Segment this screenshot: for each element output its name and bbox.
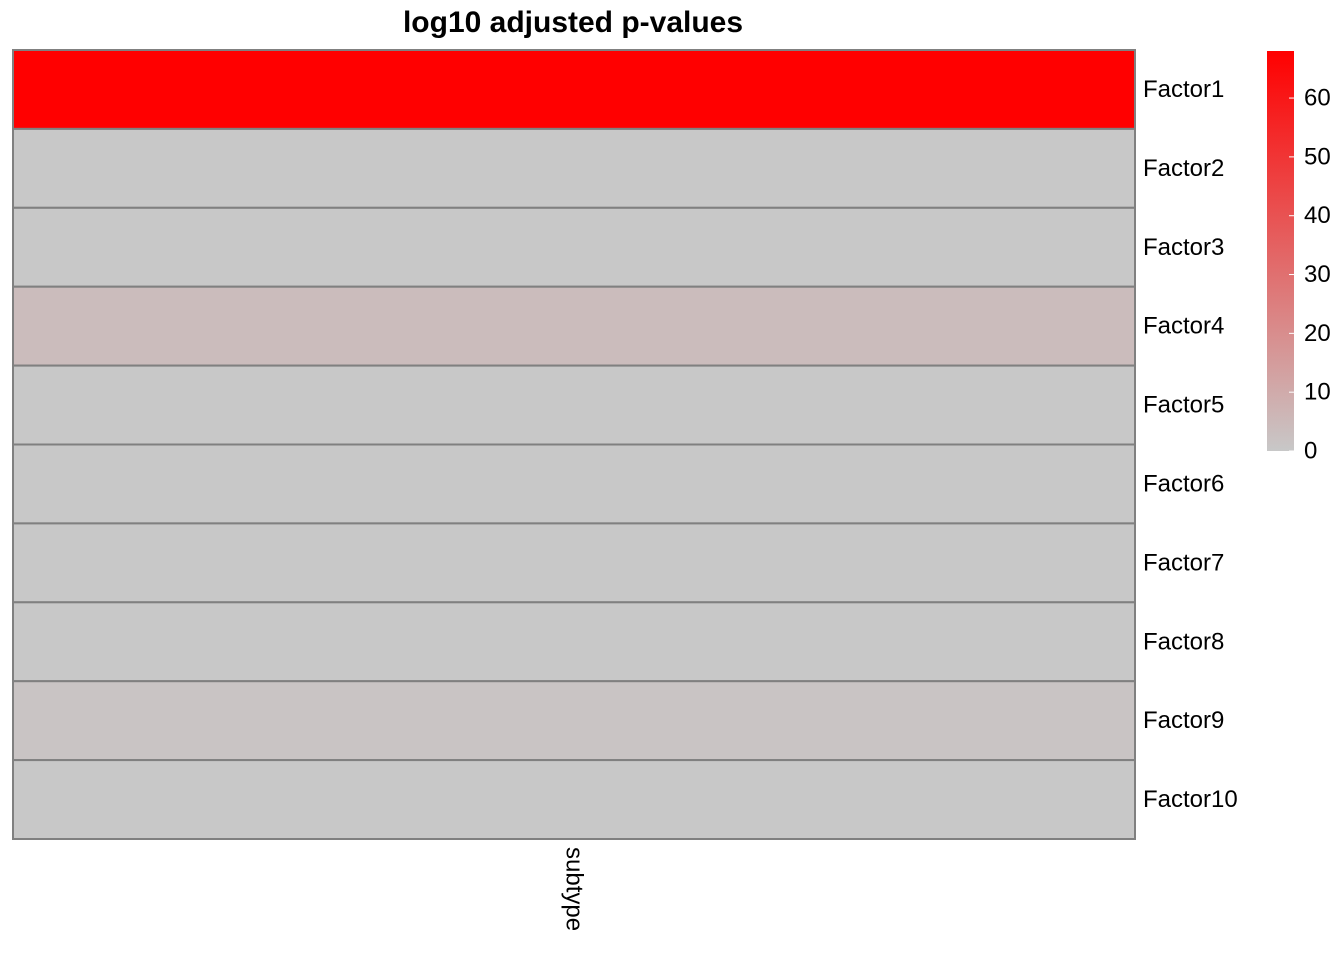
heatmap-cells xyxy=(12,49,1136,840)
heatmap-cell-factor9-subtype xyxy=(12,680,1136,762)
legend-tick-label-30: 30 xyxy=(1304,261,1331,288)
legend-tick-label-0: 0 xyxy=(1304,438,1317,465)
column-label-subtype: subtype xyxy=(561,847,588,931)
heatmap-cell-factor3-subtype xyxy=(12,206,1136,288)
heatmap-cell-factor5-subtype xyxy=(12,364,1136,446)
row-label-factor4: Factor4 xyxy=(1143,313,1224,340)
row-label-factor10: Factor10 xyxy=(1143,786,1238,813)
heatmap-cell-factor4-subtype xyxy=(12,285,1136,367)
heatmap-cell-factor6-subtype xyxy=(12,443,1136,525)
color-legend-bar xyxy=(1267,51,1294,451)
heatmap-cell-factor7-subtype xyxy=(12,522,1136,604)
row-label-factor8: Factor8 xyxy=(1143,628,1224,655)
color-legend: 0 10 20 30 40 50 60 xyxy=(1267,51,1331,465)
row-label-factor7: Factor7 xyxy=(1143,549,1224,576)
legend-tick-label-40: 40 xyxy=(1304,202,1331,229)
legend-tick-label-60: 60 xyxy=(1304,85,1331,112)
heatmap-cell-factor10-subtype xyxy=(12,759,1136,840)
row-label-factor2: Factor2 xyxy=(1143,155,1224,182)
row-label-factor5: Factor5 xyxy=(1143,392,1224,419)
column-labels: subtype xyxy=(561,847,588,931)
legend-tick-label-20: 20 xyxy=(1304,320,1331,347)
chart-title: log10 adjusted p-values xyxy=(403,6,743,39)
row-label-factor9: Factor9 xyxy=(1143,707,1224,734)
heatmap-cell-factor2-subtype xyxy=(12,127,1136,209)
row-label-factor6: Factor6 xyxy=(1143,470,1224,497)
row-labels: Factor1 Factor2 Factor3 Factor4 Factor5 Facto… xyxy=(1143,76,1238,813)
heatmap-cell-factor1-subtype xyxy=(12,49,1136,130)
heatmap-cell-factor8-subtype xyxy=(12,601,1136,683)
row-label-factor1: Factor1 xyxy=(1143,76,1224,103)
legend-tick-label-50: 50 xyxy=(1304,143,1331,170)
legend-tick-label-10: 10 xyxy=(1304,379,1331,406)
row-label-factor3: Factor3 xyxy=(1143,234,1224,261)
